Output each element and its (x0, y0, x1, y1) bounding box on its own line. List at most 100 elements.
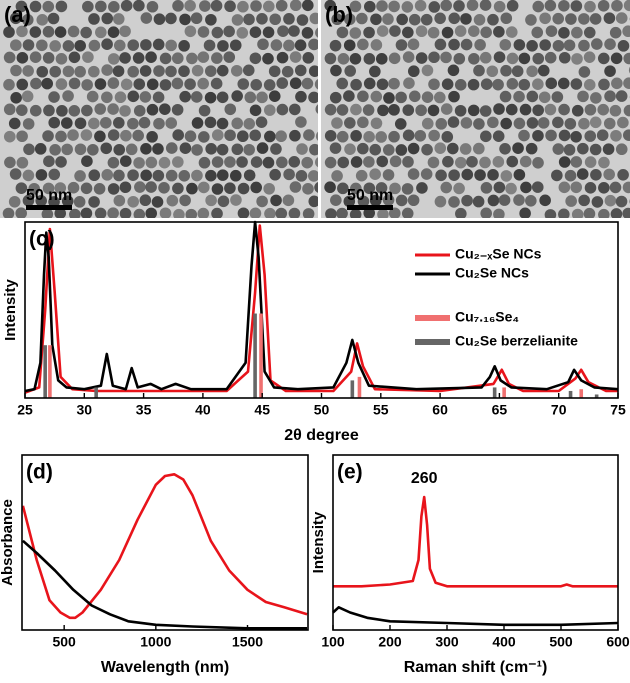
particle (389, 25, 401, 37)
particle (140, 12, 153, 24)
particle (216, 64, 229, 77)
particle (511, 65, 524, 78)
particle (256, 91, 268, 104)
particle (276, 103, 289, 116)
particle (107, 156, 120, 169)
particle (62, 40, 75, 52)
particle (544, 103, 557, 116)
particle (159, 207, 172, 218)
particle (435, 169, 447, 182)
particle (428, 129, 440, 142)
particle (217, 40, 229, 52)
particle (414, 129, 427, 142)
particle (133, 208, 146, 218)
particle (591, 196, 604, 208)
particle (145, 181, 157, 193)
particle (145, 51, 157, 63)
particle (16, 25, 28, 38)
particle (61, 195, 74, 207)
particle (565, 195, 577, 207)
particle (589, 143, 602, 156)
particle (237, 0, 249, 13)
particle (217, 195, 230, 208)
x-axis-label: Wavelength (nm) (101, 659, 229, 676)
particle (205, 143, 217, 155)
particle (151, 196, 164, 208)
particle (513, 168, 526, 181)
particle (402, 156, 414, 168)
particle (62, 65, 75, 78)
particle (69, 208, 81, 218)
particle (229, 169, 242, 182)
particle (604, 38, 616, 50)
particle (330, 194, 342, 206)
particle (127, 195, 139, 208)
particle (492, 130, 505, 142)
particle (120, 0, 133, 12)
particle (434, 12, 446, 25)
particle (153, 117, 165, 130)
particle (80, 129, 93, 141)
particle (119, 52, 131, 64)
particle (448, 90, 460, 103)
particle (93, 183, 106, 195)
scale-bar: 50 nm (347, 187, 394, 210)
particle (138, 116, 151, 129)
particle (36, 39, 48, 52)
particle (67, 25, 80, 38)
particle (29, 51, 42, 64)
particle (230, 64, 243, 77)
particle (370, 13, 382, 26)
particle (107, 26, 120, 39)
particle (343, 39, 356, 52)
particle (48, 168, 61, 181)
particle (159, 52, 172, 65)
particle (577, 142, 589, 155)
particle (448, 12, 461, 25)
particle (526, 65, 538, 78)
particle (493, 181, 506, 194)
particle (302, 52, 315, 64)
particle (337, 156, 350, 169)
particle (544, 51, 557, 64)
particle (152, 143, 164, 155)
particle (480, 207, 492, 218)
particle (467, 104, 480, 117)
particle (518, 52, 531, 65)
particle (145, 207, 158, 218)
x-tick-label: 70 (551, 402, 567, 418)
particle (506, 155, 519, 168)
particle (571, 208, 584, 218)
particle (539, 12, 551, 25)
panel-label: (a) (4, 2, 31, 27)
particle (295, 116, 307, 128)
particle (486, 65, 499, 78)
particle (113, 39, 126, 52)
x-tick-label: 500 (549, 634, 573, 650)
particle (269, 13, 282, 26)
particle (165, 39, 177, 52)
particle (506, 52, 519, 65)
particle (35, 195, 47, 207)
particle (597, 103, 610, 116)
particle (80, 26, 92, 39)
particle (99, 116, 112, 129)
particle (505, 182, 517, 195)
particle (407, 38, 420, 51)
particle (42, 182, 55, 195)
particle (402, 104, 415, 116)
particle (370, 39, 383, 51)
particle (22, 118, 35, 130)
particle (610, 208, 623, 218)
particle (324, 129, 337, 142)
particle (388, 130, 400, 143)
particle (480, 182, 493, 194)
x-tick-label: 1500 (232, 634, 263, 650)
particle (308, 65, 318, 77)
particle (301, 156, 314, 169)
particle (558, 208, 570, 218)
particle (493, 103, 505, 115)
y-axis-label: Intensity (310, 511, 327, 573)
particle (152, 169, 165, 182)
particle (249, 104, 262, 117)
